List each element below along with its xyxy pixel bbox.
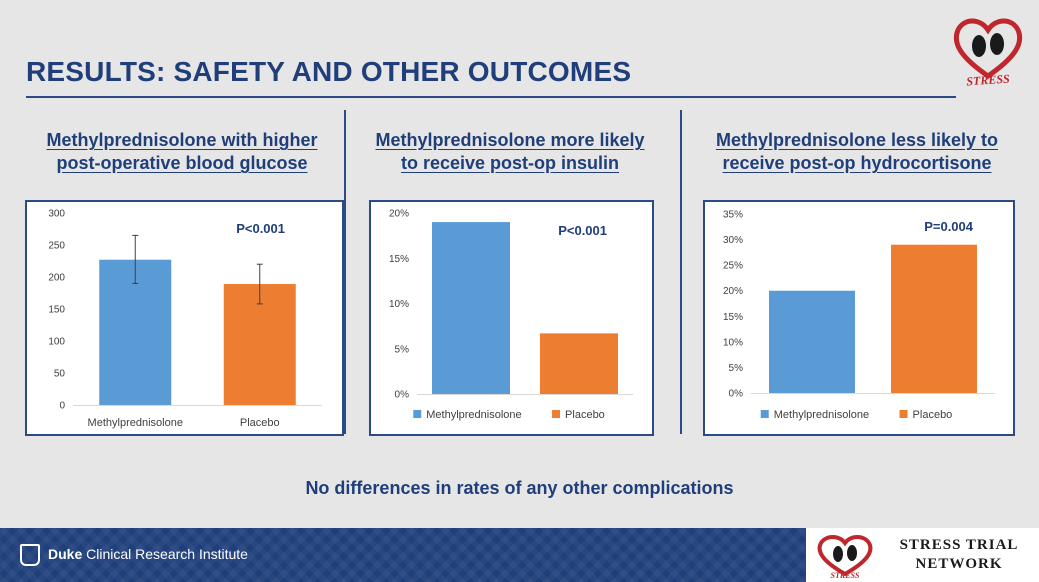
heart-icon	[953, 18, 1023, 80]
bar-methylprednisolone	[432, 222, 510, 394]
legend-label: Methylprednisolone	[774, 409, 869, 421]
legend-swatch	[413, 410, 422, 418]
footprint-left-icon	[972, 35, 986, 57]
chart-post-op-hydrocortisone-svg: 0% 5% 10% 15% 20% 25% 30% 35% P=0.004 Methylpredn…	[723, 210, 995, 421]
x-category-label: Placebo	[240, 417, 280, 429]
slide-title: RESULTS: SAFETY AND OTHER OUTCOMES	[26, 56, 632, 87]
legend-swatch	[552, 410, 561, 418]
y-tick-label: 35%	[723, 210, 743, 221]
y-tick-label: 0	[59, 401, 65, 412]
y-tick-label: 5%	[395, 344, 410, 355]
legend-swatch	[760, 410, 769, 418]
footer-bar: Duke Clinical Research Institute	[0, 528, 806, 582]
legend-label: Placebo	[565, 409, 605, 421]
logo-small-wordmark: STRESS	[831, 571, 860, 580]
y-tick-label: 10%	[389, 299, 409, 310]
bar-placebo	[540, 333, 618, 394]
panel-3-heading-line-2: receive post-op hydrocortisone	[722, 153, 992, 173]
network-name: STRESS TRIAL NETWORK	[884, 536, 1034, 574]
legend-label: Methylprednisolone	[426, 409, 521, 421]
bar-methylprednisolone	[99, 259, 172, 405]
y-tick-label: 30%	[723, 235, 743, 246]
y-tick-label: 300	[48, 209, 65, 220]
footer-note: No differences in rates of any other com…	[305, 478, 734, 498]
legend: Methylprednisolone Placebo	[760, 409, 953, 421]
y-tick-label: 200	[48, 273, 65, 284]
panel-1-heading-line-1: Methylprednisolone with higher	[46, 130, 318, 150]
institute-name: Duke Clinical Research Institute	[48, 546, 248, 562]
chart-post-op-insulin-svg: 0% 5% 10% 15% 20% P<0.001 Methylprednisolone Pl…	[389, 209, 633, 421]
y-tick-label: 15%	[389, 254, 409, 265]
duke-shield-icon	[20, 544, 40, 566]
stress-logo-small: STRESS	[817, 535, 873, 580]
panel-divider-1	[344, 110, 346, 434]
chart-post-op-insulin: 0% 5% 10% 15% 20% P<0.001 Methylprednisolone Pl…	[369, 200, 654, 436]
x-category-label: Methylprednisolone	[88, 417, 183, 429]
panel-2-heading-line-1: Methylprednisolone more likely	[375, 130, 645, 150]
y-tick-label: 15%	[723, 312, 743, 323]
y-tick-label: 50	[54, 369, 66, 380]
legend: Methylprednisolone Placebo	[413, 409, 605, 421]
p-value-annotation: P<0.001	[558, 223, 607, 238]
panel-divider-2	[680, 110, 682, 434]
footer-network-area: STRESS STRESS TRIAL NETWORK	[806, 528, 1039, 582]
y-tick-label: 20%	[389, 209, 409, 220]
p-value-annotation: P=0.004	[924, 219, 974, 234]
institute-name-rest: Clinical Research Institute	[82, 546, 248, 562]
institute-name-bold: Duke	[48, 546, 83, 562]
chart-post-op-hydrocortisone: 0% 5% 10% 15% 20% 25% 30% 35% P=0.004 Methylpredn…	[703, 200, 1015, 436]
panel-2-heading-line-2: to receive post-op insulin	[400, 153, 620, 173]
panel-2-heading: Methylprednisolone more likely to receiv…	[350, 129, 670, 175]
y-tick-label: 100	[48, 337, 65, 348]
title-underline	[26, 96, 956, 98]
chart-blood-glucose-svg: 0 50 100 150 200 250 300 Methylprednisolone Plac…	[48, 209, 322, 429]
chart-blood-glucose: 0 50 100 150 200 250 300 Methylprednisolone Plac…	[25, 200, 344, 436]
footprint-small-right-icon	[847, 545, 857, 561]
panel-3-heading: Methylprednisolone less likely to receiv…	[697, 129, 1017, 175]
legend-swatch	[899, 410, 908, 418]
y-tick-label: 25%	[723, 261, 743, 272]
p-value-annotation: P<0.001	[236, 221, 285, 236]
y-tick-label: 20%	[723, 286, 743, 297]
panel-1-heading: Methylprednisolone with higher post-oper…	[22, 129, 342, 175]
stress-logo: STRESS	[953, 18, 1023, 88]
y-tick-label: 10%	[723, 337, 743, 348]
y-tick-label: 0%	[729, 389, 744, 400]
logo-wordmark: STRESS	[966, 71, 1011, 88]
footprint-right-icon	[990, 33, 1004, 55]
y-tick-label: 5%	[729, 363, 744, 374]
bar-methylprednisolone	[769, 290, 855, 393]
y-tick-label: 0%	[395, 390, 410, 401]
network-name-line-1: STRESS TRIAL	[899, 537, 1019, 553]
bar-placebo	[891, 244, 977, 393]
panel-3-heading-line-1: Methylprednisolone less likely to	[715, 130, 999, 150]
legend-label: Placebo	[913, 409, 953, 421]
footprint-small-left-icon	[833, 546, 843, 562]
y-tick-label: 250	[48, 241, 65, 252]
panel-1-heading-line-2: post-operative blood glucose	[56, 153, 308, 173]
y-tick-label: 150	[48, 305, 65, 316]
heart-small-icon	[817, 535, 873, 577]
network-name-line-2: NETWORK	[915, 556, 1003, 572]
